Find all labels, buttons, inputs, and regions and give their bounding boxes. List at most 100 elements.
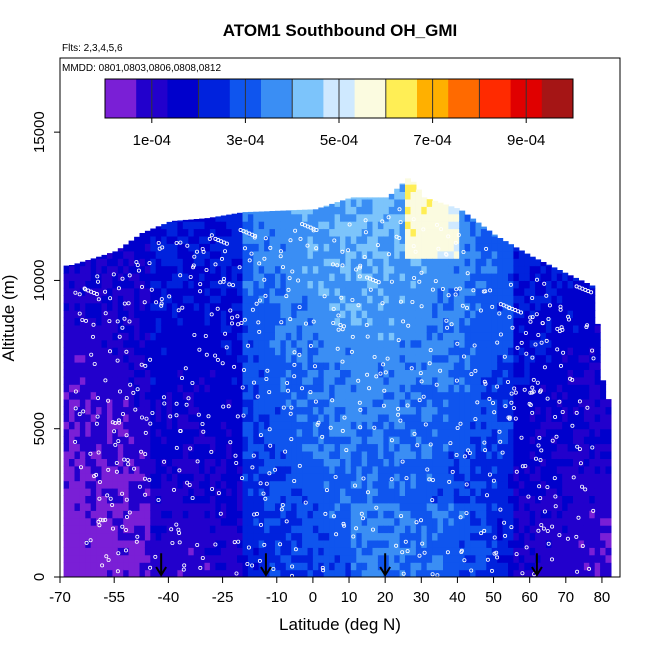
- heatmap-cell: [350, 250, 357, 259]
- heatmap-cell: [177, 243, 184, 252]
- heatmap-cell: [432, 562, 439, 571]
- heatmap-cell: [150, 391, 157, 400]
- heatmap-cell: [410, 295, 417, 304]
- heatmap-cell: [242, 510, 249, 519]
- heatmap-cell: [405, 384, 411, 393]
- heatmap-cell: [524, 265, 531, 274]
- heatmap-cell: [69, 265, 75, 267]
- heatmap-cell: [513, 362, 520, 370]
- heatmap-cell: [464, 502, 471, 511]
- heatmap-cell: [394, 287, 401, 296]
- heatmap-cell: [383, 547, 390, 556]
- heatmap-cell: [291, 280, 298, 289]
- heatmap-cell: [323, 354, 330, 363]
- heatmap-cell: [524, 391, 531, 400]
- heatmap-cell: [182, 265, 189, 274]
- heatmap-cell: [96, 421, 103, 430]
- heatmap-cell: [345, 265, 352, 274]
- heatmap-cell: [415, 295, 422, 304]
- heatmap-cell: [107, 443, 113, 452]
- heatmap-cell: [242, 212, 249, 215]
- heatmap-cell: [556, 273, 563, 281]
- heatmap-cell: [275, 273, 281, 281]
- heatmap-cell: [551, 280, 558, 289]
- heatmap-cell: [85, 295, 92, 304]
- heatmap-cell: [540, 273, 547, 281]
- heatmap-cell: [562, 272, 569, 274]
- heatmap-cell: [209, 228, 216, 237]
- heatmap-cell: [112, 502, 119, 511]
- heatmap-cell: [226, 399, 233, 408]
- heatmap-cell: [432, 547, 439, 556]
- heatmap-cell: [475, 310, 482, 319]
- heatmap-cell: [497, 554, 504, 563]
- heatmap-cell: [399, 502, 406, 511]
- heatmap-cell: [356, 436, 363, 445]
- heatmap-cell: [291, 421, 298, 430]
- heatmap-cell: [182, 428, 189, 437]
- heatmap-cell: [204, 473, 211, 482]
- heatmap-cell: [117, 443, 124, 452]
- heatmap-cell: [188, 317, 195, 326]
- heatmap-cell: [443, 204, 449, 207]
- heatmap-cell: [394, 539, 401, 548]
- heatmap-cell: [312, 413, 319, 422]
- heatmap-cell: [79, 525, 86, 534]
- heatmap-cell: [291, 295, 298, 304]
- heatmap-cell: [529, 480, 536, 489]
- heatmap-cell: [90, 443, 97, 452]
- heatmap-cell: [421, 539, 428, 548]
- observation-point: [297, 352, 302, 357]
- heatmap-cell: [594, 539, 601, 548]
- heatmap-cell: [491, 554, 498, 563]
- heatmap-cell: [372, 206, 379, 215]
- heatmap-cell: [280, 324, 287, 333]
- observation-point: [168, 414, 173, 419]
- heatmap-cell: [410, 562, 417, 571]
- heatmap-cell: [508, 399, 514, 408]
- heatmap-cell: [188, 250, 195, 259]
- heatmap-cell: [518, 451, 525, 459]
- heatmap-cell: [448, 465, 455, 474]
- heatmap-cell: [69, 569, 75, 577]
- heatmap-cell: [107, 253, 113, 259]
- heatmap-cell: [513, 406, 520, 415]
- heatmap-cell: [107, 502, 113, 511]
- heatmap-cell: [69, 451, 75, 459]
- heatmap-cell: [312, 310, 319, 319]
- heatmap-cell: [426, 280, 433, 289]
- heatmap-cell: [453, 495, 460, 504]
- heatmap-cell: [421, 413, 428, 422]
- heatmap-cell: [69, 369, 75, 378]
- heatmap-cell: [573, 302, 579, 311]
- heatmap-cell: [464, 235, 471, 244]
- heatmap-cell: [139, 532, 146, 541]
- heatmap-cell: [79, 569, 86, 577]
- heatmap-cell: [107, 458, 113, 467]
- heatmap-cell: [237, 258, 243, 267]
- heatmap-cell: [226, 562, 233, 571]
- heatmap-cell: [134, 539, 141, 548]
- heatmap-cell: [502, 250, 509, 259]
- heatmap-cell: [128, 354, 135, 363]
- heatmap-cell: [350, 510, 357, 519]
- heatmap-cell: [334, 391, 341, 400]
- heatmap-cell: [551, 287, 558, 296]
- heatmap-cell: [497, 562, 504, 571]
- heatmap-cell: [291, 273, 298, 281]
- heatmap-cell: [128, 480, 135, 489]
- heatmap-cell: [583, 465, 590, 474]
- heatmap-cell: [74, 391, 81, 400]
- heatmap-cell: [161, 273, 168, 281]
- heatmap-cell: [96, 539, 103, 548]
- heatmap-cell: [480, 265, 487, 274]
- heatmap-cell: [573, 277, 579, 281]
- heatmap-cell: [90, 473, 97, 482]
- heatmap-cell: [399, 421, 406, 430]
- heatmap-cell: [437, 243, 444, 252]
- heatmap-cell: [182, 465, 189, 474]
- heatmap-cell: [123, 310, 130, 319]
- heatmap-cell: [204, 324, 211, 333]
- heatmap-cell: [583, 562, 590, 571]
- heatmap-cell: [253, 473, 260, 482]
